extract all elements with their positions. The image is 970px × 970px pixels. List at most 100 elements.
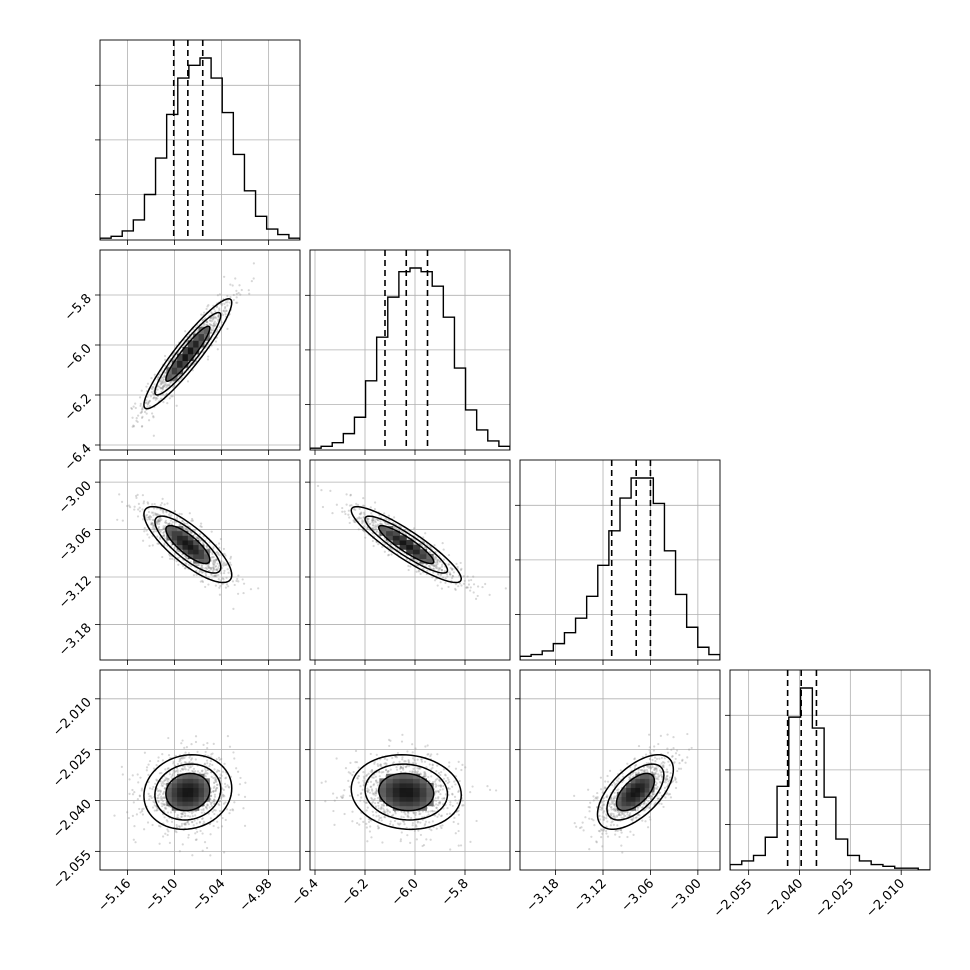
scatter-point <box>161 796 164 800</box>
scatter-point <box>136 798 139 801</box>
scatter-point <box>404 765 407 768</box>
scatter-point <box>208 319 211 322</box>
hist-panel-0 <box>95 39 301 245</box>
scatter-point <box>160 528 163 532</box>
scatter-panel-2-1 <box>305 459 511 665</box>
scatter-point <box>215 306 218 309</box>
scatter-point <box>190 532 193 535</box>
scatter-point <box>422 536 425 539</box>
density-cell <box>406 544 414 550</box>
scatter-point <box>210 320 213 323</box>
scatter-point <box>116 518 119 521</box>
scatter-point <box>177 374 181 378</box>
scatter-point <box>206 305 209 308</box>
density-cell <box>171 535 178 541</box>
density-cell <box>198 782 205 788</box>
scatter-point <box>184 566 187 570</box>
scatter-point <box>335 503 338 506</box>
scatter-point <box>442 807 445 810</box>
scatter-point <box>357 766 360 769</box>
scatter-point <box>164 519 168 522</box>
density-cell <box>399 782 407 788</box>
scatter-point <box>407 564 410 568</box>
scatter-point <box>369 506 372 509</box>
scatter-point <box>217 314 220 317</box>
scatter-point <box>362 497 365 500</box>
scatter-point <box>360 511 363 514</box>
panel-frame <box>309 249 511 451</box>
scatter-point <box>415 824 418 827</box>
scatter-point <box>139 402 142 405</box>
scatter-point <box>144 401 148 404</box>
scatter-point <box>370 788 374 791</box>
scatter-point <box>220 566 224 570</box>
scatter-point <box>216 783 219 786</box>
density-cell <box>193 333 200 341</box>
scatter-point <box>437 573 440 576</box>
scatter-point <box>452 571 455 574</box>
scatter-point <box>155 520 158 523</box>
scatter-point <box>355 502 358 505</box>
scatter-point <box>470 578 473 582</box>
scatter-point <box>387 554 390 557</box>
scatter-point <box>431 810 434 813</box>
scatter-point <box>209 798 212 801</box>
scatter-point <box>183 761 186 764</box>
scatter-point <box>375 792 378 795</box>
scatter-point <box>205 846 209 850</box>
scatter-point <box>471 785 474 788</box>
scatter-point <box>382 810 385 813</box>
scatter-point <box>199 522 203 525</box>
scatter-point <box>370 836 373 839</box>
scatter-point <box>420 758 423 761</box>
scatter-point <box>437 813 441 816</box>
scatter-point <box>184 562 187 565</box>
scatter-point <box>193 356 196 359</box>
scatter-point <box>156 797 159 800</box>
scatter-point <box>215 574 218 577</box>
scatter-point <box>348 504 352 507</box>
scatter-point <box>434 561 437 564</box>
scatter-point <box>440 568 444 572</box>
scatter-point <box>453 816 456 819</box>
scatter-point <box>170 820 174 823</box>
density-cell <box>406 805 414 811</box>
scatter-point <box>238 783 242 786</box>
scatter-point <box>378 522 382 526</box>
scatter-point <box>411 821 414 825</box>
scatter-point <box>176 816 179 819</box>
scatter-point <box>617 813 621 816</box>
scatter-point <box>457 790 460 793</box>
scatter-point <box>411 770 414 773</box>
density-cell <box>412 549 421 555</box>
density-cell <box>406 787 414 793</box>
scatter-point <box>131 788 134 792</box>
contours <box>350 505 463 584</box>
density-cell <box>392 535 401 541</box>
scatter-point <box>374 521 377 524</box>
scatter-point <box>363 513 366 516</box>
scatter-point <box>141 508 144 511</box>
scatter-point <box>221 793 224 796</box>
scatter-point <box>459 844 463 847</box>
density-cell <box>386 792 394 798</box>
density-cell <box>412 544 421 550</box>
scatter-point <box>205 546 209 550</box>
density-cell <box>412 773 421 779</box>
scatter-point <box>424 532 427 535</box>
scatter-point <box>216 562 219 565</box>
scatter-point <box>435 557 438 560</box>
scatter-point <box>376 518 379 521</box>
scatter-point <box>189 362 192 365</box>
scatter-point <box>208 569 211 572</box>
density-cell <box>171 526 178 532</box>
density-cell <box>392 782 401 788</box>
scatter-point <box>351 820 354 823</box>
scatter-point <box>215 575 218 578</box>
scatter-point <box>435 803 438 806</box>
density-cell <box>406 773 414 779</box>
scatter-point <box>386 813 389 816</box>
density-cell <box>177 801 183 807</box>
scatter-point <box>164 371 167 374</box>
scatter-point <box>157 796 160 800</box>
